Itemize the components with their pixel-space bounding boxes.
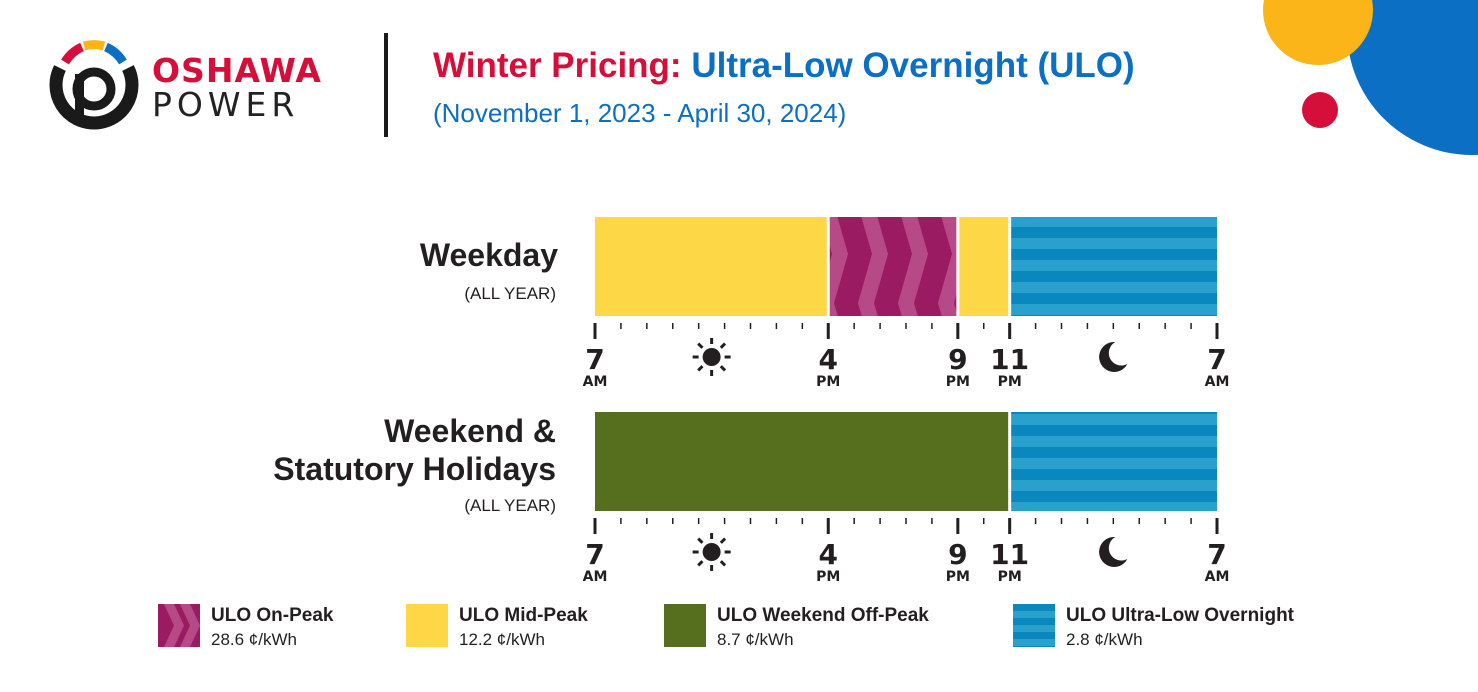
tick-label-hour: 7 xyxy=(585,538,604,571)
tick-label-ampm: PM xyxy=(816,374,840,390)
bar-segment-ulo xyxy=(1009,217,1217,316)
sun-ray xyxy=(697,537,704,544)
legend-price-mid: 12.2 ¢/kWh xyxy=(459,630,545,649)
header-divider xyxy=(384,33,388,137)
row-title-weekday: Weekday xyxy=(419,237,558,273)
row-title-weekend-line2: Statutory Holidays xyxy=(273,451,556,487)
legend-label-weekend: ULO Weekend Off-Peak xyxy=(717,605,929,626)
tick-label-ampm: AM xyxy=(1205,374,1230,390)
legend-label-ulo: ULO Ultra-Low Overnight xyxy=(1066,605,1294,626)
tick-label-ampm: PM xyxy=(998,569,1022,585)
row-title-weekend: Weekend & Statutory Holidays xyxy=(200,412,556,488)
sun-ray xyxy=(719,365,727,372)
red-dot xyxy=(1302,92,1338,128)
tick-label-ampm: AM xyxy=(583,569,608,585)
yellow-circle xyxy=(1263,0,1373,65)
page-subtitle-dates: (November 1, 2023 - April 30, 2024) xyxy=(433,98,847,128)
legend-swatch-ulo xyxy=(1013,604,1055,647)
page-title-plan: Ultra-Low Overnight (ULO) xyxy=(691,46,1135,85)
bar-segment-weekend xyxy=(595,412,1010,511)
decorative-circles xyxy=(1263,0,1478,155)
legend-swatch-mid xyxy=(406,604,448,647)
legend-price-on: 28.6 ¢/kWh xyxy=(211,630,297,649)
moon-icon xyxy=(1099,341,1128,372)
oshawa-power-logo-icon xyxy=(49,40,139,130)
tick-label-hour: 9 xyxy=(948,343,967,376)
sun-ray xyxy=(719,342,727,349)
tick-label-hour: 7 xyxy=(1207,343,1226,376)
tick-label-hour: 4 xyxy=(819,538,838,571)
tick-label-ampm: PM xyxy=(998,374,1022,390)
tick-label-hour: 9 xyxy=(948,538,967,571)
bar-segment-mid xyxy=(595,217,829,316)
tick-label-ampm: PM xyxy=(946,569,970,585)
tick-label-ampm: AM xyxy=(583,374,608,390)
tick-label-ampm: PM xyxy=(946,374,970,390)
sun-ray xyxy=(697,560,704,567)
row-subtitle-weekend: (ALL YEAR) xyxy=(464,496,556,515)
legend-label-on: ULO On-Peak xyxy=(211,605,334,626)
bar-segment-on xyxy=(828,217,958,316)
sun-ray xyxy=(719,537,727,544)
sun-ray xyxy=(697,342,704,349)
brand-logo[interactable]: OSHAWA POWER xyxy=(44,34,344,138)
brand-name: OSHAWA xyxy=(152,51,322,90)
tick-label-hour: 7 xyxy=(585,343,604,376)
blue-circle xyxy=(1347,0,1478,155)
brand-subname: POWER xyxy=(152,85,300,124)
page-title-season: Winter Pricing: xyxy=(433,46,682,85)
sun-icon xyxy=(702,348,721,366)
legend-swatch-weekend xyxy=(664,604,706,647)
page-title: Winter Pricing: Ultra-Low Overnight (ULO… xyxy=(433,48,1135,83)
tick-label-hour: 11 xyxy=(990,538,1029,571)
row-title-weekend-line1: Weekend & xyxy=(384,413,556,449)
legend-swatch-on xyxy=(158,604,200,647)
tick-label-ampm: PM xyxy=(816,569,840,585)
tick-label-ampm: AM xyxy=(1205,569,1230,585)
tick-label-hour: 11 xyxy=(990,343,1029,376)
legend-label-mid: ULO Mid-Peak xyxy=(459,605,588,626)
legend-price-weekend: 8.7 ¢/kWh xyxy=(717,630,794,649)
legend-price-ulo: 2.8 ¢/kWh xyxy=(1066,630,1143,649)
moon-icon xyxy=(1099,536,1128,567)
row-subtitle-weekday: (ALL YEAR) xyxy=(464,284,556,303)
bar-segment-mid xyxy=(957,217,1010,316)
sun-icon xyxy=(702,543,721,561)
bar-segment-ulo xyxy=(1009,412,1217,511)
tick-label-hour: 7 xyxy=(1207,538,1226,571)
sun-ray xyxy=(697,365,704,372)
sun-ray xyxy=(719,560,727,567)
tick-label-hour: 4 xyxy=(819,343,838,376)
